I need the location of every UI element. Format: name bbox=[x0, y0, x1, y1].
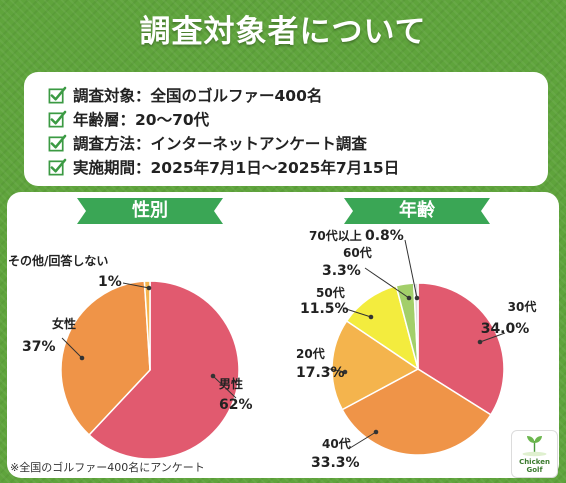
chicken-golf-logo-icon: Chicken Golf bbox=[519, 436, 550, 474]
age-ribbon bbox=[344, 198, 490, 224]
checkbox-checked-icon bbox=[48, 134, 67, 151]
page-title: 調査対象者について bbox=[139, 14, 427, 50]
survey-item: 年齢層：20〜70代 bbox=[48, 108, 209, 130]
leader-line bbox=[212, 375, 237, 399]
leader-dot bbox=[414, 295, 420, 301]
slice-value-label: 1% bbox=[98, 274, 122, 290]
leader-line bbox=[342, 307, 372, 318]
logo-text-line1: Chicken bbox=[519, 458, 550, 466]
pie-slice bbox=[345, 284, 420, 371]
leader-line bbox=[122, 282, 150, 289]
pie-slice bbox=[331, 319, 420, 411]
leader-line bbox=[364, 267, 410, 299]
survey-item-text: 年齢層：20〜70代 bbox=[73, 111, 210, 129]
survey-item: 調査方法：インターネットアンケート調査 bbox=[48, 132, 367, 154]
survey-item: 実施期間：2025年7月1日〜2025年7月15日 bbox=[48, 156, 399, 178]
pie-slice bbox=[88, 280, 240, 460]
leader-dot bbox=[368, 314, 374, 320]
slice-name-label: その他/回答しない bbox=[8, 253, 108, 268]
slice-name-label: 70代以上 bbox=[309, 228, 362, 243]
leader-dot bbox=[210, 373, 216, 379]
slice-name-label: 40代 bbox=[322, 436, 351, 451]
leader-dot bbox=[406, 295, 412, 301]
slice-value-label: 62% bbox=[219, 397, 253, 413]
checkbox-checked-icon bbox=[48, 110, 67, 127]
checkbox-checked-icon bbox=[48, 158, 67, 175]
gender-chart-title: 性別 bbox=[132, 200, 168, 221]
slice-value-label: 33.3% bbox=[311, 455, 360, 471]
slice-name-label: 20代 bbox=[296, 346, 325, 361]
leader-dot bbox=[373, 429, 379, 435]
slice-name-label: 60代 bbox=[343, 245, 372, 260]
slice-value-label: 34.0% bbox=[481, 321, 530, 337]
leader-dot bbox=[79, 355, 85, 361]
leader-line bbox=[349, 431, 377, 449]
survey-item-text: 調査方法：インターネットアンケート調査 bbox=[73, 135, 367, 153]
survey-item-text: 調査対象：全国のゴルファー400名 bbox=[73, 87, 323, 105]
leader-line bbox=[61, 337, 83, 359]
gender-ribbon bbox=[77, 198, 223, 224]
leader-dot bbox=[146, 285, 152, 291]
leader-line bbox=[324, 367, 346, 373]
age-chart-title: 年齢 bbox=[399, 200, 435, 221]
slice-value-label: 3.3% bbox=[322, 263, 361, 279]
leader-line bbox=[404, 239, 418, 299]
survey-info-box: 調査対象：全国のゴルファー400名 年齢層：20〜70代 調査方法：インターネッ… bbox=[24, 72, 548, 186]
gender-pie-chart: 男性 62% 女性 37% その他/回答しない 1% bbox=[8, 253, 253, 460]
slice-name-label: 女性 bbox=[52, 316, 76, 331]
slice-name-label: 男性 bbox=[219, 376, 243, 391]
slice-name-label: 50代 bbox=[316, 285, 345, 300]
slice-value-label: 0.8% bbox=[365, 228, 404, 244]
leader-dot bbox=[342, 369, 348, 375]
pie-slice bbox=[143, 280, 151, 371]
slice-value-label: 17.3% bbox=[296, 365, 345, 381]
survey-item: 調査対象：全国のゴルファー400名 bbox=[48, 84, 322, 106]
survey-item-text: 実施期間：2025年7月1日〜2025年7月15日 bbox=[73, 159, 400, 177]
leader-line bbox=[479, 332, 506, 343]
slice-value-label: 11.5% bbox=[300, 301, 349, 317]
pie-slice bbox=[60, 280, 151, 436]
slice-value-label: 37% bbox=[22, 339, 56, 355]
leader-dot bbox=[477, 339, 483, 345]
checkbox-checked-icon bbox=[48, 86, 67, 103]
slice-name-label: 30代 bbox=[508, 299, 537, 314]
logo-text-line2: Golf bbox=[527, 466, 544, 474]
chicken-golf-logo: Chicken Golf bbox=[511, 430, 558, 478]
footnote: ※全国のゴルファー400名にアンケート bbox=[10, 461, 205, 474]
